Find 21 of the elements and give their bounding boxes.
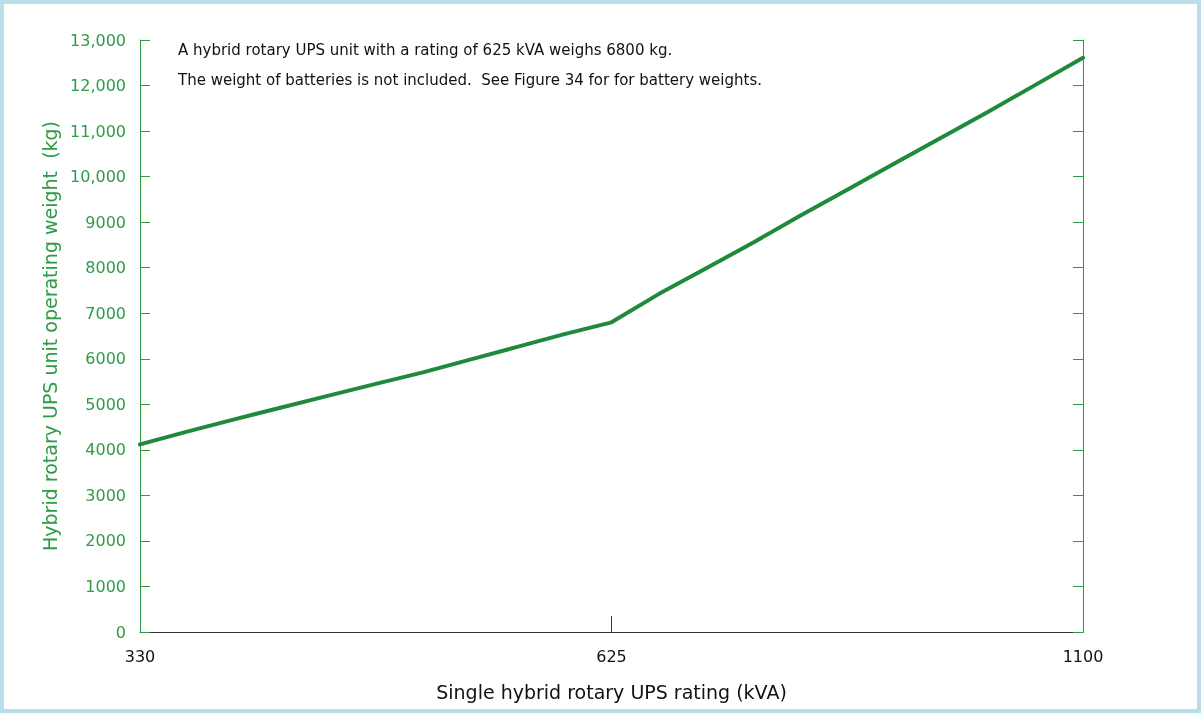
x-tick-label: 330 [124,646,156,666]
y-tick-label: 6000 [85,349,126,369]
y-axis-title: Hybrid rotary UPS unit operating weight (kg) [38,120,61,552]
y-tick-label: 3000 [85,485,126,505]
x-tick-label: 625 [596,646,627,666]
y-tick-label: 10,000 [70,167,126,187]
y-tick-label: 11,000 [70,121,126,141]
y-tick-label: 13,000 [70,30,126,50]
y-tick-label: 12,000 [70,76,126,96]
y-tick-label: 1000 [85,576,126,596]
y-tick-label: 7000 [85,303,126,323]
y-tick-label: 0 [115,622,126,642]
annotation: A hybrid rotary UPS unit with a rating of 625 kVA weighs 6800 kg. [178,40,673,59]
annotation: The weight of batteries is not included. See Figure 34 for for battery weights. [177,70,762,89]
y-tick-label: 2000 [85,531,126,551]
y-tick-label: 8000 [85,258,126,278]
x-tick-label: 1100 [1062,646,1104,666]
y-tick-label: 5000 [85,394,126,414]
x-axis-title: Single hybrid rotary UPS rating (kVA) [436,680,787,703]
y-tick-label: 4000 [85,440,126,460]
y-tick-label: 9000 [85,212,126,232]
